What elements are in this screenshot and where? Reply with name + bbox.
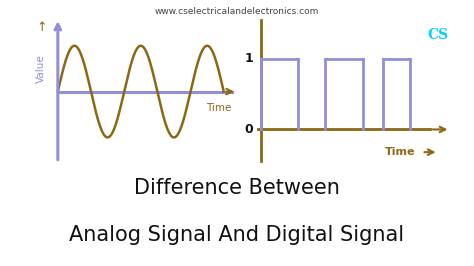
Text: Time: Time xyxy=(206,103,231,113)
Text: CS: CS xyxy=(428,28,448,41)
Text: Value: Value xyxy=(36,54,46,83)
Text: Difference Between: Difference Between xyxy=(134,177,340,198)
Text: Analog Signal And Digital Signal: Analog Signal And Digital Signal xyxy=(69,225,405,246)
Text: www.cselectricalandelectronics.com: www.cselectricalandelectronics.com xyxy=(155,7,319,16)
Text: Time: Time xyxy=(384,147,415,157)
Text: 0: 0 xyxy=(244,123,253,136)
Text: ↑: ↑ xyxy=(36,21,46,34)
Text: 1: 1 xyxy=(244,52,253,65)
